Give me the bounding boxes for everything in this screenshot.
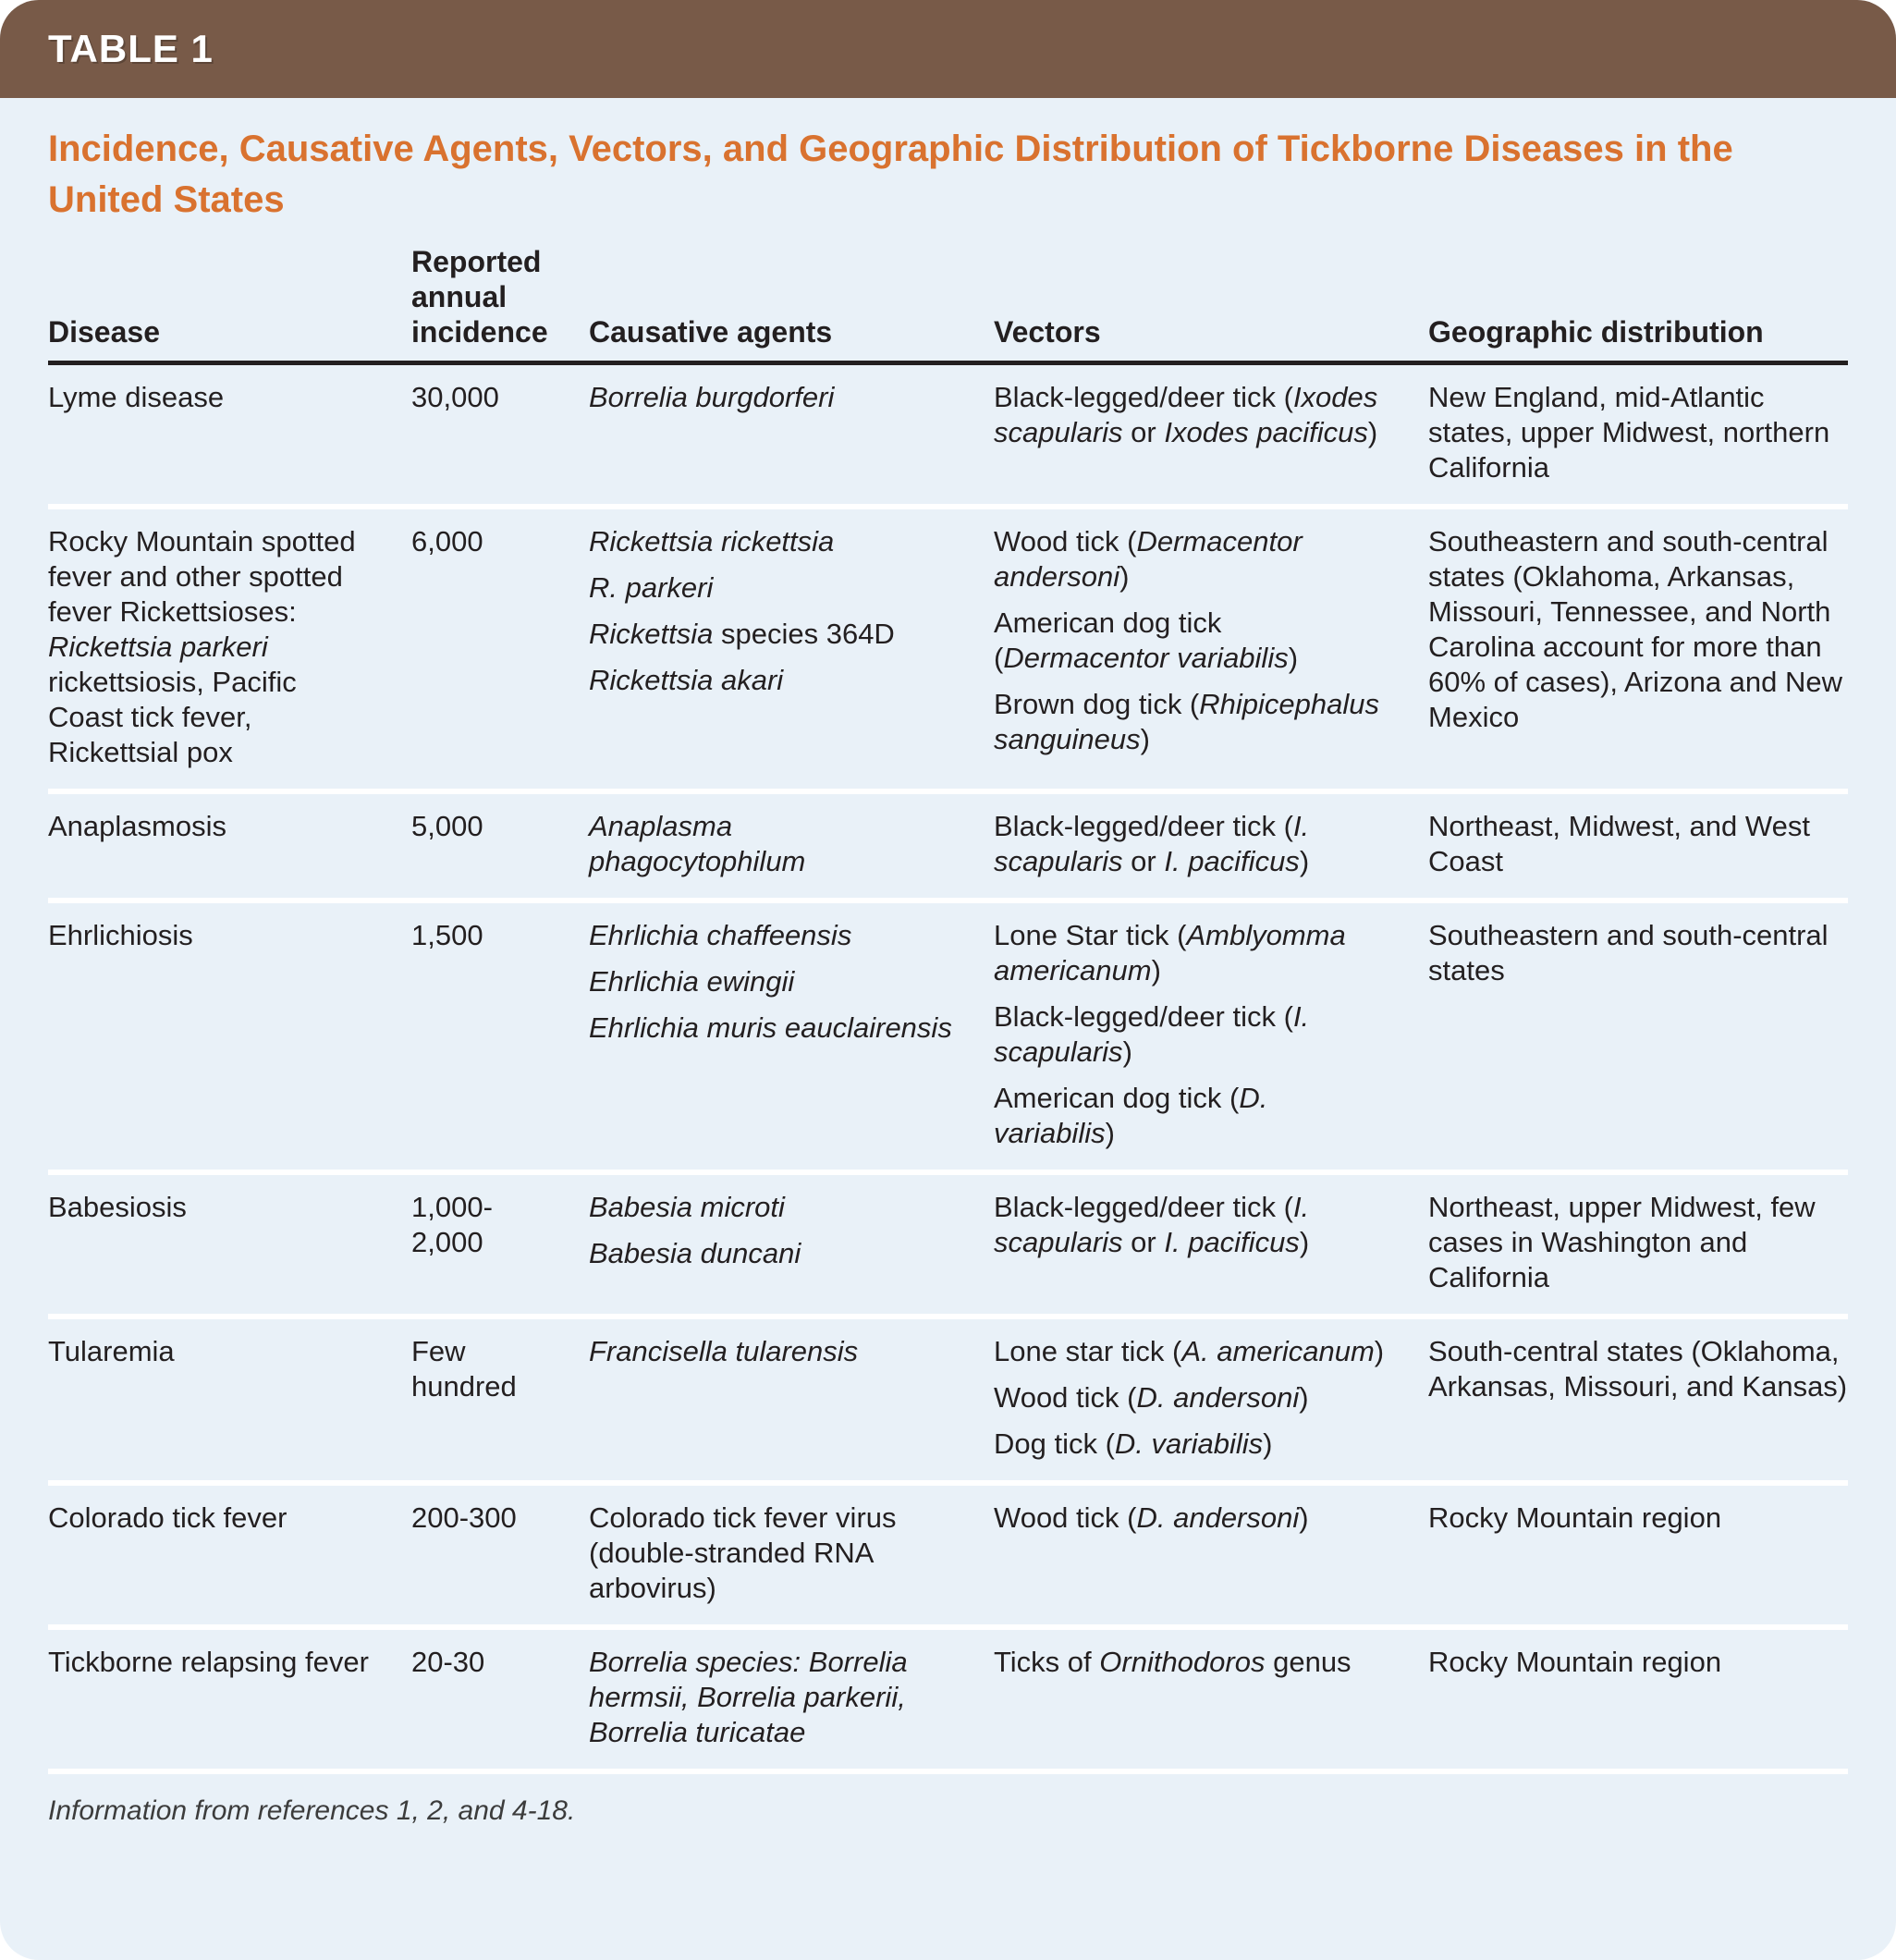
table-row: Lyme disease 30,000 Borrelia burgdorferi Bl… <box>48 365 1848 504</box>
cell-incidence: Few hundred <box>411 1335 517 1403</box>
column-header-incidence: Reported annual incidence <box>411 245 548 349</box>
cell-agents: Borrelia species: Borrelia hermsii, Borr… <box>589 1646 908 1748</box>
cell-agents: Colorado tick fever virus (double-strand… <box>589 1501 897 1604</box>
cell-geography: Rocky Mountain region <box>1428 1501 1722 1534</box>
cell-incidence: 20-30 <box>411 1646 485 1678</box>
cell-agents: Ehrlichia chaffeensis Ehrlichia ewingii Eh… <box>589 919 952 1044</box>
cell-vectors: Black-legged/deer tick (I. scapularis or… <box>994 810 1310 877</box>
table-body: Lyme disease 30,000 Borrelia burgdorferi Bl… <box>48 365 1848 1769</box>
table-row: Colorado tick fever 200-300 Colorado tick … <box>48 1480 1848 1624</box>
cell-disease: Tickborne relapsing fever <box>48 1646 369 1678</box>
cell-disease: Tularemia <box>48 1335 175 1367</box>
table-number-label: TABLE 1 <box>48 27 214 70</box>
table-content: Incidence, Causative Agents, Vectors, an… <box>0 124 1896 1846</box>
column-header-disease: Disease <box>48 315 160 349</box>
cell-vectors: Lone star tick (A. americanum) Wood tick … <box>994 1335 1385 1460</box>
cell-geography: Northeast, Midwest, and West Coast <box>1428 810 1810 877</box>
cell-incidence: 6,000 <box>411 525 483 557</box>
cell-vectors: Black-legged/deer tick (I. scapularis or… <box>994 1191 1310 1258</box>
cell-disease: Rocky Mountain spotted fever and other s… <box>48 525 356 768</box>
cell-geography: New England, mid-Atlantic states, upper … <box>1428 381 1830 484</box>
cell-vectors: Ticks of Ornithodoros genus <box>994 1646 1352 1678</box>
cell-agents: Babesia microti Babesia duncani <box>589 1191 801 1269</box>
cell-vectors: Lone Star tick (Amblyomma americanum) Bla… <box>994 919 1346 1149</box>
cell-geography: South-central states (Oklahoma, Arkansas… <box>1428 1335 1848 1403</box>
cell-incidence: 200-300 <box>411 1501 517 1534</box>
column-header-agents: Causative agents <box>589 315 833 349</box>
cell-geography: Rocky Mountain region <box>1428 1646 1722 1678</box>
cell-geography: Southeastern and south-central states (O… <box>1428 525 1843 733</box>
cell-agents: Francisella tularensis <box>589 1335 859 1367</box>
table-title: Incidence, Causative Agents, Vectors, an… <box>48 129 1733 220</box>
footnote: Information from references 1, 2, and 4-… <box>48 1769 1848 1828</box>
cell-agents: Rickettsia rickettsia R. parkeri Rickettsi… <box>589 525 895 696</box>
table-header-bar: TABLE 1 <box>0 0 1896 98</box>
cell-agents: Anaplasma phagocytophilum <box>589 810 806 877</box>
cell-vectors: Wood tick (Dermacentor andersoni) America… <box>994 525 1379 755</box>
table-row: Tickborne relapsing fever 20-30 Borrelia s… <box>48 1624 1848 1769</box>
cell-disease: Lyme disease <box>48 381 225 413</box>
cell-disease: Babesiosis <box>48 1191 187 1223</box>
cell-agents: Borrelia burgdorferi <box>589 381 835 413</box>
cell-disease: Ehrlichiosis <box>48 919 193 951</box>
table-row: Anaplasmosis 5,000 Anaplasma phagocytophil… <box>48 789 1848 898</box>
cell-incidence: 5,000 <box>411 810 483 842</box>
cell-disease: Anaplasmosis <box>48 810 226 842</box>
cell-geography: Southeastern and south-central states <box>1428 919 1829 986</box>
cell-incidence: 1,500 <box>411 919 483 951</box>
column-header-geography: Geographic distribution <box>1428 315 1764 349</box>
table-row: Rocky Mountain spotted fever and other s… <box>48 504 1848 789</box>
table-row: Babesiosis 1,000-2,000 Babesia microti Babe… <box>48 1170 1848 1314</box>
cell-incidence: 30,000 <box>411 381 499 413</box>
column-header-row: Disease Reported annual incidence Causat… <box>48 244 1848 365</box>
cell-incidence: 1,000-2,000 <box>411 1191 493 1258</box>
table-row: Tularemia Few hundred Francisella tularens… <box>48 1314 1848 1480</box>
cell-disease: Colorado tick fever <box>48 1501 287 1534</box>
cell-vectors: Black-legged/deer tick (Ixodes scapulari… <box>994 381 1378 448</box>
cell-vectors: Wood tick (D. andersoni) <box>994 1501 1309 1534</box>
cell-geography: Northeast, upper Midwest, few cases in W… <box>1428 1191 1816 1293</box>
column-header-vectors: Vectors <box>994 315 1101 349</box>
table-row: Ehrlichiosis 1,500 Ehrlichia chaffeensis Eh… <box>48 898 1848 1170</box>
